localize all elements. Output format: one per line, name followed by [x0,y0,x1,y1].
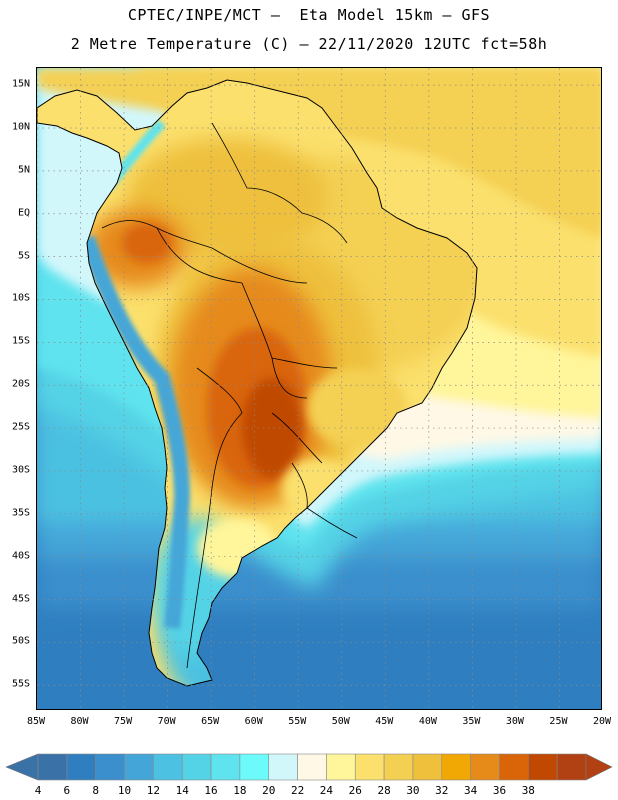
longitude-label: 20W [592,716,612,727]
colorbar-label: 14 [175,784,189,797]
colorbar-swatch [66,753,96,781]
latitude-label: EQ [17,207,30,219]
colorbar-label: 24 [319,784,334,797]
graticule [37,68,601,709]
colorbar-swatch [181,753,212,781]
longitude-label: 85W [26,716,46,727]
colorbar-label: 20 [262,784,276,797]
longitude-label: 35W [462,716,481,727]
latitude-label: 50S [11,635,30,647]
colorbar-label: 12 [146,784,160,797]
colorbar-swatch [37,753,68,781]
colorbar-swatch [95,753,125,781]
colorbar-swatch [441,753,471,781]
colorbar-label: 6 [63,784,71,797]
latitude-label: 35S [11,507,30,519]
latitude-label: 10S [11,292,30,304]
colorbar-label: 16 [204,784,218,797]
colorbar-label: 22 [290,784,305,797]
longitude-label: 55W [288,716,307,727]
colorbar-label: 34 [464,784,478,797]
colorbar-label: 36 [492,784,507,797]
colorbar-swatch [383,753,414,781]
latitude-label: 10N [11,121,30,133]
colorbar-low-arrow [5,753,39,781]
colorbar-label: 18 [233,784,247,797]
longitude-label: 40W [418,716,437,727]
latitude-label: 55S [11,678,30,690]
longitude-label: 80W [70,716,89,727]
map-title: CPTEC/INPE/MCT – Eta Model 15km – GFS [127,6,491,24]
latitude-label: 25S [11,421,30,433]
colorbar-swatch [326,753,356,781]
temperature-colorbar [5,753,613,781]
latitude-label: 15N [11,78,30,90]
colorbar-swatch [297,753,327,781]
colorbar-swatch [124,753,154,781]
longitude-label: 50W [331,716,350,727]
colorbar-swatch [556,753,587,781]
colorbar-label: 10 [117,784,132,797]
longitude-label: 60W [244,716,263,727]
colorbar-swatch [528,753,558,781]
longitude-label: 30W [505,716,524,727]
colorbar-swatch [412,753,443,781]
colorbar-label: 30 [406,784,420,797]
colorbar-label: 8 [92,784,99,797]
temperature-map [36,67,602,710]
colorbar-label: 26 [348,784,362,797]
longitude-label: 75W [114,716,133,727]
colorbar-swatch [239,753,270,781]
colorbar-swatch [499,753,529,781]
colorbar-label: 28 [377,784,391,797]
latitude-label: 5S [17,250,30,262]
longitude-label: 70W [157,716,176,727]
latitude-label: 40S [11,550,30,562]
colorbar-swatch [470,753,500,781]
colorbar-label: 32 [435,784,449,797]
colorbar-swatch [354,753,385,781]
map-subtitle: 2 Metre Temperature (C) – 22/11/2020 12U… [70,35,548,53]
longitude-label: 45W [375,716,394,727]
latitude-label: 15S [11,335,30,347]
coastline [37,79,478,687]
colorbar-swatch [268,753,298,781]
colorbar-high-arrow [585,753,613,781]
colorbar-label: 4 [34,784,42,797]
latitude-label: 30S [11,464,30,476]
map-canvas [37,68,601,709]
colorbar-label: 38 [521,784,535,797]
latitude-label: 45S [11,593,30,605]
country-borders [101,122,358,669]
colorbar-swatch [210,753,241,781]
longitude-label: 65W [201,716,220,727]
colorbar-swatch [153,753,183,781]
latitude-label: 20S [11,378,30,390]
longitude-label: 25W [549,716,568,727]
latitude-label: 5N [17,164,30,176]
